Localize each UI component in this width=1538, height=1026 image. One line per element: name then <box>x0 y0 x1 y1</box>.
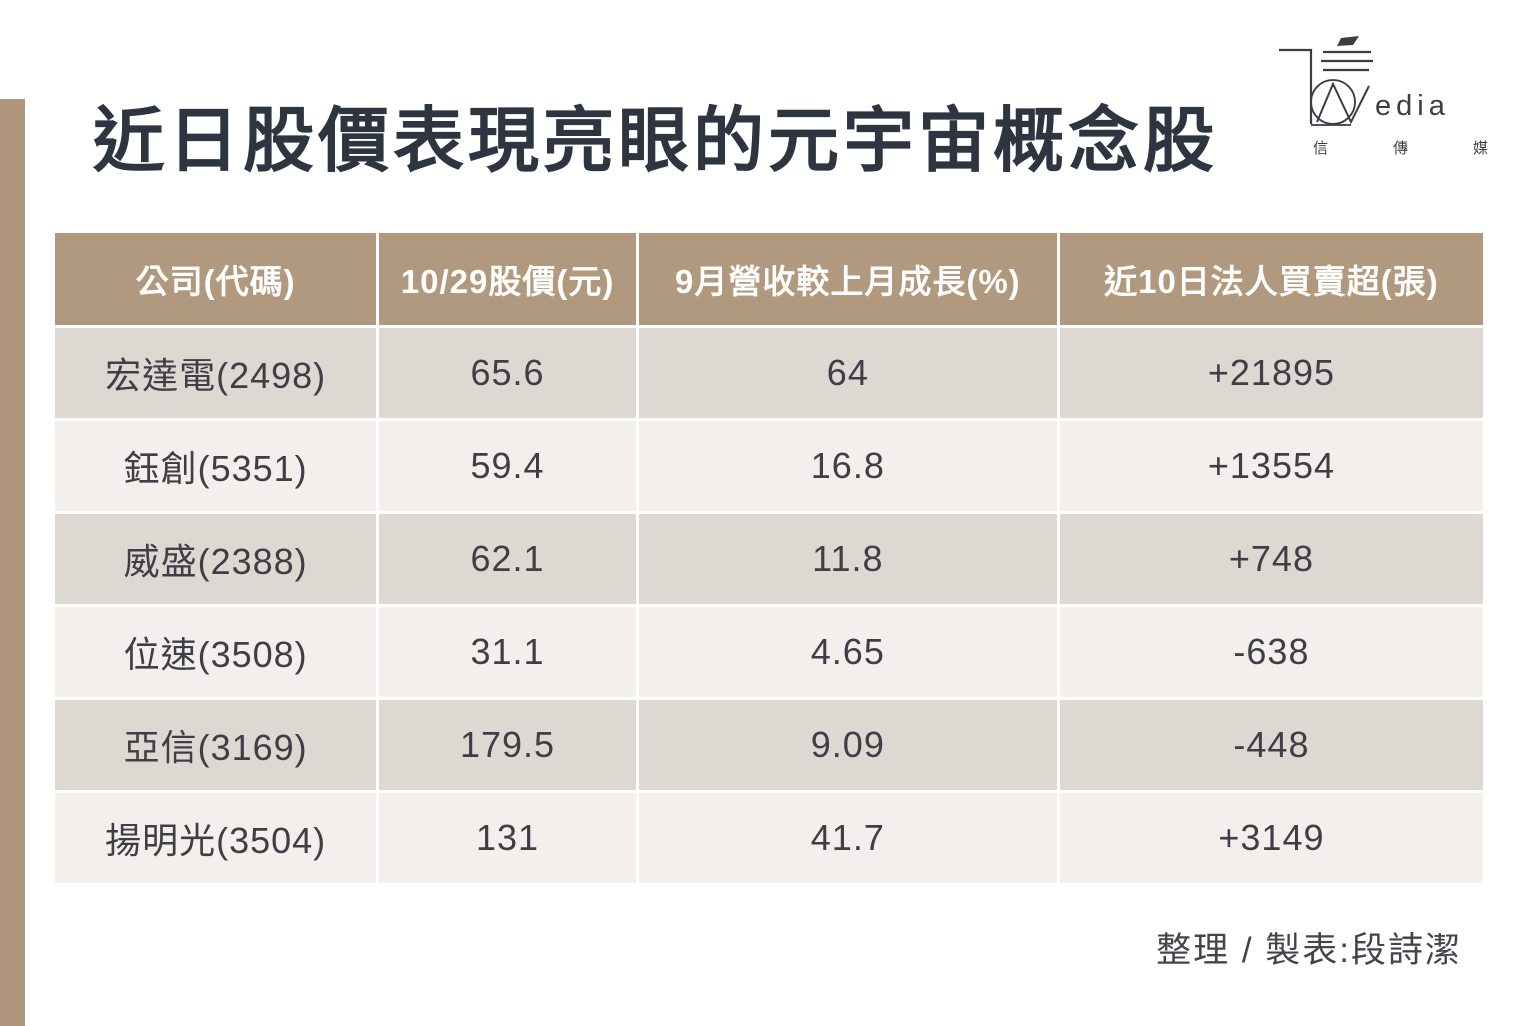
cell-price: 62.1 <box>379 514 636 604</box>
cell-revenue-growth: 16.8 <box>638 421 1057 511</box>
cell-institutional-net: +13554 <box>1059 421 1483 511</box>
column-header-institutional-net: 近10日法人買賣超(張) <box>1059 233 1483 325</box>
logo-subtitle-char: 媒 <box>1472 140 1488 157</box>
logo-media-text: edia <box>1375 90 1450 122</box>
cell-institutional-net: -448 <box>1059 700 1483 790</box>
cell-price: 179.5 <box>379 700 636 790</box>
left-accent-bar <box>0 99 25 1026</box>
cmedia-logo-mark-icon <box>1279 36 1373 126</box>
logo-subtitle-char: 傳 <box>1392 140 1408 157</box>
cell-company: 位速(3508) <box>55 607 377 697</box>
column-header-revenue-growth: 9月營收較上月成長(%) <box>638 233 1057 325</box>
cell-institutional-net: +3149 <box>1059 793 1483 883</box>
stock-table: 公司(代碼) 10/29股價(元) 9月營收較上月成長(%) 近10日法人買賣超… <box>55 233 1483 883</box>
cell-revenue-growth: 4.65 <box>638 607 1057 697</box>
cell-price: 59.4 <box>379 421 636 511</box>
column-header-price: 10/29股價(元) <box>379 233 636 325</box>
cell-company: 威盛(2388) <box>55 514 377 604</box>
cell-revenue-growth: 11.8 <box>638 514 1057 604</box>
cell-price: 131 <box>379 793 636 883</box>
logo-subtitle: 信 傳 媒 <box>1313 137 1488 158</box>
column-header-company: 公司(代碼) <box>55 233 377 325</box>
cell-company: 鈺創(5351) <box>55 421 377 511</box>
cell-company: 揚明光(3504) <box>55 793 377 883</box>
cell-institutional-net: -638 <box>1059 607 1483 697</box>
cell-company: 亞信(3169) <box>55 700 377 790</box>
cell-revenue-growth: 9.09 <box>638 700 1057 790</box>
cell-price: 65.6 <box>379 328 636 418</box>
cell-revenue-growth: 64 <box>638 328 1057 418</box>
cell-revenue-growth: 41.7 <box>638 793 1057 883</box>
cmedia-logo: edia 信 傳 媒 <box>1275 36 1490 164</box>
credit-line: 整理 / 製表:段詩潔 <box>1156 931 1462 970</box>
page-title: 近日股價表現亮眼的元宇宙概念股 <box>93 102 1219 181</box>
cell-company: 宏達電(2498) <box>55 328 377 418</box>
cell-institutional-net: +21895 <box>1059 328 1483 418</box>
cell-price: 31.1 <box>379 607 636 697</box>
cell-institutional-net: +748 <box>1059 514 1483 604</box>
logo-subtitle-char: 信 <box>1313 140 1329 157</box>
